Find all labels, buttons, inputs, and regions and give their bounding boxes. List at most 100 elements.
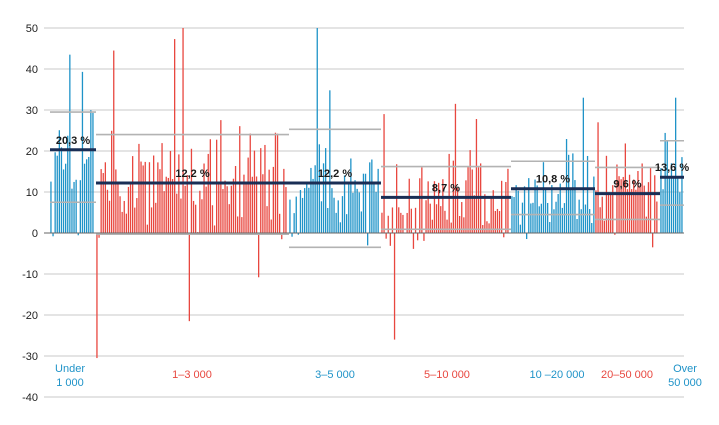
bar <box>438 182 440 233</box>
bar <box>237 216 239 233</box>
bar <box>595 190 597 233</box>
bar <box>203 163 205 233</box>
bar <box>138 143 140 233</box>
bar <box>329 90 331 233</box>
bar <box>155 202 157 233</box>
bar <box>224 180 226 233</box>
bar <box>610 194 612 233</box>
bar <box>216 139 218 233</box>
bar <box>176 193 178 233</box>
bar <box>209 139 211 233</box>
bar <box>572 153 574 233</box>
bar <box>584 204 587 233</box>
bar <box>456 188 459 233</box>
bar <box>544 188 547 233</box>
bar <box>108 200 111 233</box>
bar <box>417 233 419 241</box>
bar <box>563 203 566 233</box>
bar <box>232 178 235 233</box>
bar <box>343 175 346 233</box>
bar <box>377 168 379 233</box>
bar <box>645 216 647 233</box>
bar <box>136 198 138 233</box>
bar <box>86 159 88 233</box>
bar <box>507 168 509 233</box>
bar <box>306 182 308 233</box>
bar <box>153 155 155 233</box>
bar <box>549 222 551 233</box>
bar <box>304 188 306 233</box>
bar <box>498 211 501 233</box>
bar <box>75 179 77 233</box>
bar <box>262 174 264 233</box>
bar <box>406 212 408 233</box>
bar <box>580 209 582 233</box>
bar <box>264 144 266 233</box>
bar <box>171 179 174 233</box>
x-category-label: Over <box>673 363 697 375</box>
bar <box>333 197 335 233</box>
average-label: 12,2 % <box>175 168 209 180</box>
bar <box>679 192 681 233</box>
x-category-label: 1 000 <box>56 377 84 389</box>
bar <box>207 153 209 233</box>
bar <box>519 224 521 233</box>
bar <box>662 189 664 233</box>
bar <box>515 185 517 233</box>
average-lines <box>50 148 684 199</box>
bar <box>106 189 109 233</box>
bar <box>381 212 383 233</box>
bar <box>389 233 391 246</box>
bar <box>641 163 643 233</box>
bar <box>201 199 203 233</box>
bar <box>681 157 683 233</box>
bar <box>442 179 444 233</box>
bar <box>167 177 169 233</box>
bar <box>400 212 402 233</box>
bar <box>490 196 492 233</box>
bar <box>538 206 540 233</box>
bar <box>144 161 146 233</box>
bar <box>312 178 314 233</box>
bar <box>555 201 557 233</box>
bar <box>492 190 494 233</box>
bar <box>169 150 172 233</box>
bar <box>628 174 631 233</box>
x-category-label: Under <box>55 363 85 375</box>
bar <box>293 213 295 233</box>
bar <box>467 166 469 233</box>
bar <box>586 155 589 233</box>
bar <box>150 207 153 233</box>
bar <box>423 233 425 241</box>
bar <box>54 152 56 233</box>
bar <box>398 207 400 233</box>
average-label: 9,6 % <box>613 179 641 191</box>
bar <box>222 189 224 233</box>
bar <box>402 214 404 233</box>
bar <box>450 222 452 233</box>
bar <box>266 206 268 233</box>
x-category-label: 1–3 000 <box>172 369 212 381</box>
bar <box>408 178 410 233</box>
bar <box>325 148 327 233</box>
bar <box>475 119 478 233</box>
bar <box>58 130 60 233</box>
bar <box>618 176 620 233</box>
bar <box>318 144 320 233</box>
bar <box>633 179 635 233</box>
bar <box>125 213 127 233</box>
bar <box>454 103 457 233</box>
bar <box>446 219 448 233</box>
bar <box>614 233 616 235</box>
bar <box>375 191 377 233</box>
bar <box>234 165 237 233</box>
bar <box>331 188 333 233</box>
bar <box>362 173 365 233</box>
bar <box>494 210 496 233</box>
bar <box>71 188 73 233</box>
bar <box>616 164 618 233</box>
bar <box>88 156 90 233</box>
bar <box>260 148 262 233</box>
bar <box>134 207 136 233</box>
bar <box>62 169 65 233</box>
